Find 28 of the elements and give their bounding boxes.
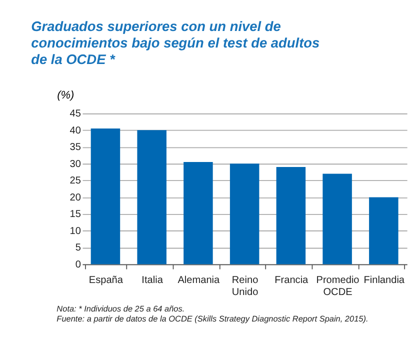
y-axis-title: (%) xyxy=(57,89,74,102)
y-tick-label: 45 xyxy=(70,108,82,120)
y-tick-label: 35 xyxy=(70,142,82,154)
y-tick-label: 0 xyxy=(75,259,82,270)
x-tick-label: Promedio OCDE xyxy=(316,275,360,298)
x-tick-label: Francia xyxy=(274,275,309,286)
y-tick-label: 5 xyxy=(75,242,82,254)
y-tick-label: 25 xyxy=(70,176,82,187)
chart-title: Graduados superiores con un nivel de conocimientos bajo según el test de adultos de la OCDE * xyxy=(31,19,320,68)
bar xyxy=(137,130,166,264)
y-tick-label: 40 xyxy=(70,125,82,136)
bar xyxy=(369,197,398,264)
x-tick-label: Alemania xyxy=(178,275,220,286)
x-tick-label: Italia xyxy=(142,275,164,286)
source-note: Fuente: a partir de datos de la OCDE (Skills Strategy Diagnostic Report Spain, 2015). xyxy=(56,314,368,324)
bar xyxy=(90,128,120,264)
bar xyxy=(276,167,306,264)
bar xyxy=(322,174,352,264)
y-tick-label: 20 xyxy=(70,192,82,204)
x-tick-label: Finlandia xyxy=(364,275,405,286)
y-tick-label: 30 xyxy=(70,158,82,170)
bar xyxy=(230,164,260,264)
y-tick-label: 15 xyxy=(70,209,82,220)
y-tick-label: 10 xyxy=(70,226,82,237)
x-tick-label: Reino Unido xyxy=(232,275,259,298)
x-tick-label: España xyxy=(88,275,124,286)
bar xyxy=(184,162,213,264)
text: Nota: * Individuos de 25 a 64 años. xyxy=(56,304,185,314)
